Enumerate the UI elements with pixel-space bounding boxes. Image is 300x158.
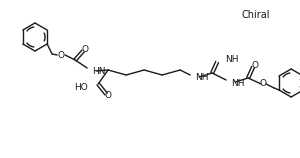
Text: HN: HN xyxy=(92,67,106,76)
Text: NH: NH xyxy=(225,55,238,64)
Text: O: O xyxy=(260,79,267,88)
Text: HO: HO xyxy=(74,83,88,92)
Text: O: O xyxy=(82,45,88,54)
Text: Chiral: Chiral xyxy=(242,10,270,20)
Text: O: O xyxy=(105,91,112,100)
Text: O: O xyxy=(58,51,64,60)
Text: NH: NH xyxy=(195,73,208,82)
Text: O: O xyxy=(252,61,259,70)
Text: NH: NH xyxy=(231,79,244,88)
